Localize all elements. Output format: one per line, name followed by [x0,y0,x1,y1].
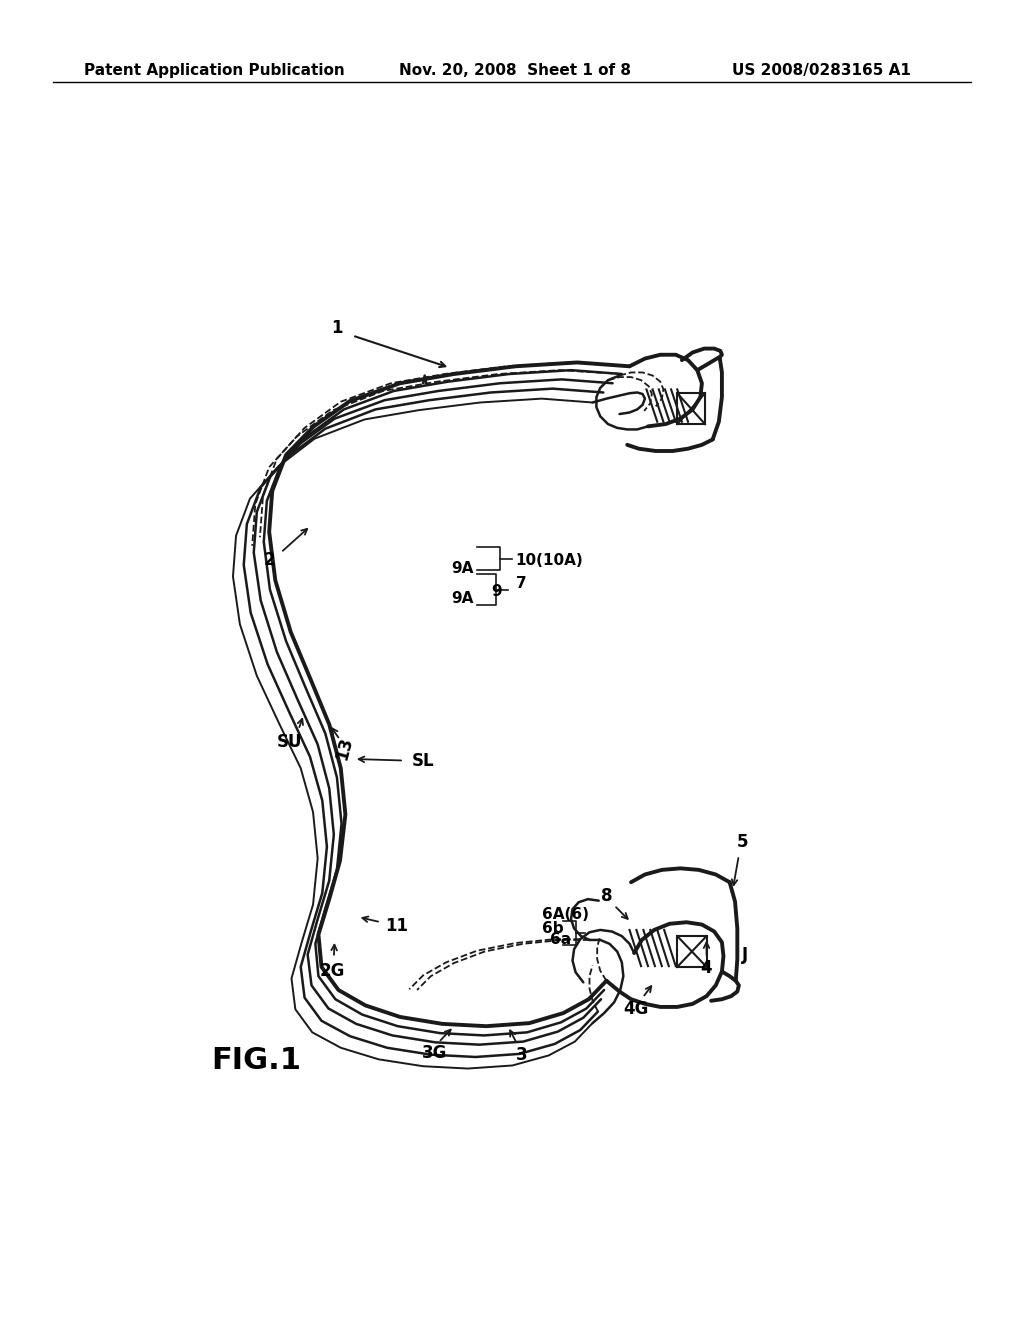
Text: 6a: 6a [550,932,570,948]
Text: 5: 5 [737,833,749,851]
Text: 3: 3 [516,1047,527,1064]
Text: Nov. 20, 2008  Sheet 1 of 8: Nov. 20, 2008 Sheet 1 of 8 [399,62,632,78]
Text: FIG.1: FIG.1 [211,1047,301,1076]
Text: SU: SU [276,733,302,751]
Text: 8: 8 [601,887,612,906]
Text: 4G: 4G [623,1001,648,1018]
Text: Patent Application Publication: Patent Application Publication [84,62,345,78]
Text: 6A(6): 6A(6) [542,907,589,923]
Bar [677,393,705,424]
Text: 6b: 6b [542,921,563,936]
Text: 2G: 2G [319,962,345,979]
Text: 9A: 9A [451,591,473,606]
Text: 9A: 9A [451,561,473,576]
Text: J: J [742,945,749,964]
Text: 9: 9 [490,583,502,599]
Text: 2: 2 [263,552,275,569]
Bar [677,936,707,966]
Text: 1: 1 [331,319,343,337]
Text: US 2008/0283165 A1: US 2008/0283165 A1 [732,62,911,78]
Text: SL: SL [412,751,434,770]
Text: 4: 4 [700,960,713,977]
Text: 3G: 3G [422,1044,447,1063]
Text: 7: 7 [515,576,526,591]
Text: 11: 11 [385,917,408,935]
Text: 10(10A): 10(10A) [515,553,584,568]
Text: 13: 13 [333,735,356,763]
